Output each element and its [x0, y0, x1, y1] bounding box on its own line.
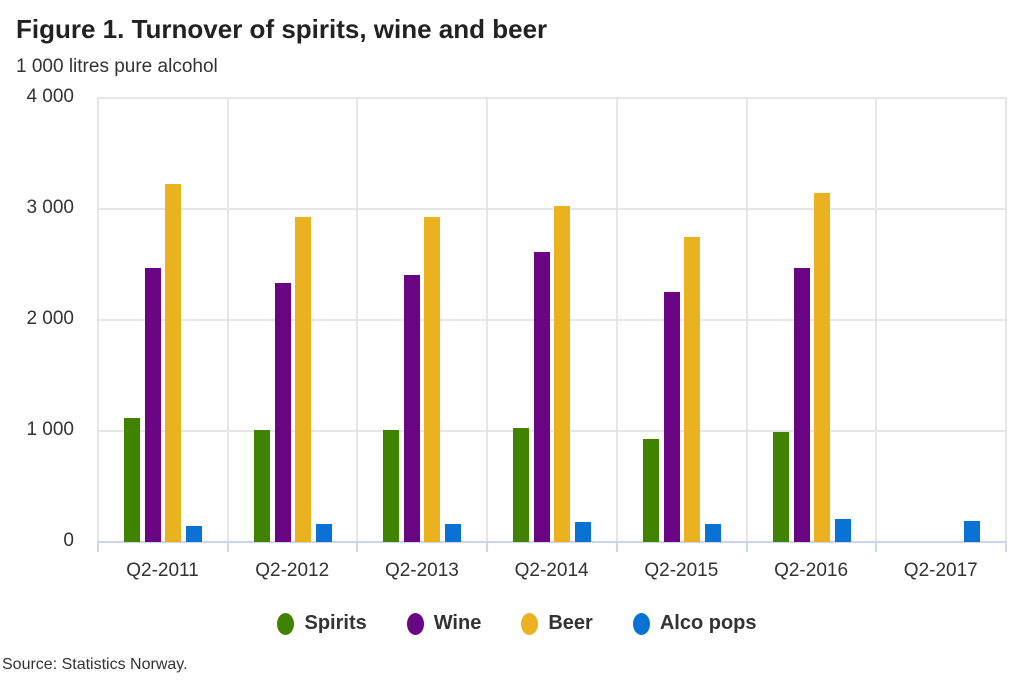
legend-label: Wine [433, 612, 482, 634]
bar-alco-pops[interactable] [186, 525, 202, 542]
legend-item-wine[interactable]: Wine [397, 612, 482, 635]
legend-marker-icon [277, 612, 295, 635]
gridline-vertical [486, 98, 489, 542]
gridline-vertical [875, 98, 878, 542]
source-note: Source: Statistics Norway. [2, 656, 188, 673]
y-tick-label: 2 000 [26, 308, 74, 329]
gridline-horizontal [98, 208, 1006, 210]
x-tick-label: Q2-2017 [903, 560, 978, 581]
bar-alco-pops[interactable] [964, 520, 981, 542]
x-tick-label: Q2-2013 [384, 560, 459, 581]
x-tick-label: Q2-2016 [774, 560, 849, 581]
y-tick-label: 1 000 [26, 419, 74, 440]
bar-beer[interactable] [165, 184, 181, 542]
gridline-vertical [745, 98, 748, 542]
x-tick-mark [97, 542, 99, 552]
bar-wine[interactable] [145, 267, 161, 542]
bar-alco-pops[interactable] [445, 523, 462, 542]
x-tick-label: Q2-2015 [644, 560, 719, 581]
bar-beer[interactable] [683, 236, 700, 542]
x-tick-mark [745, 542, 748, 552]
legend-marker-icon [632, 612, 650, 635]
bar-spirits[interactable] [642, 438, 659, 542]
bar-alco-pops[interactable] [834, 518, 851, 542]
y-tick-label: 3 000 [26, 197, 74, 218]
plot-area [97, 97, 1007, 552]
bar-spirits[interactable] [124, 418, 140, 542]
legend-item-beer[interactable]: Beer [511, 612, 593, 635]
legend-label: Beer [548, 612, 593, 634]
legend-item-spirits[interactable]: Spirits [267, 612, 367, 635]
bar-alco-pops[interactable] [575, 522, 592, 542]
chart-subtitle: 1 000 litres pure alcohol [16, 56, 218, 77]
bar-beer[interactable] [424, 216, 441, 542]
gridline-vertical [356, 98, 359, 542]
x-tick-label: Q2-2011 [126, 560, 199, 581]
bar-alco-pops[interactable] [704, 523, 721, 542]
bar-wine[interactable] [534, 252, 551, 542]
bar-wine[interactable] [663, 291, 680, 542]
x-tick-label: Q2-2014 [514, 560, 589, 581]
legend-marker-icon [521, 612, 539, 635]
gridline-vertical [97, 98, 99, 542]
gridline-horizontal [98, 319, 1006, 321]
x-tick-mark [1005, 542, 1007, 552]
legend-label: Alco pops [659, 612, 757, 634]
bar-wine[interactable] [404, 275, 421, 542]
gridline-horizontal [98, 430, 1006, 432]
y-tick-label: 4 000 [26, 86, 74, 107]
x-tick-mark [615, 542, 618, 552]
bar-alco-pops[interactable] [315, 523, 332, 542]
bar-wine[interactable] [274, 283, 291, 542]
bar-spirits[interactable] [253, 430, 270, 542]
y-tick-label: 0 [63, 530, 74, 551]
gridline-vertical [1005, 98, 1007, 542]
legend: Spirits Wine Beer Alco pops [0, 612, 1024, 635]
x-tick-mark [356, 542, 359, 552]
legend-item-alco-pops[interactable]: Alco pops [623, 612, 757, 635]
bar-spirits[interactable] [772, 432, 789, 542]
x-tick-mark [875, 542, 878, 552]
gridline-vertical [615, 98, 618, 542]
gridline-vertical [226, 98, 229, 542]
bar-beer[interactable] [294, 216, 311, 542]
x-tick-mark [226, 542, 229, 552]
legend-marker-icon [406, 612, 424, 635]
x-axis-line [98, 541, 1006, 543]
bar-spirits[interactable] [513, 428, 530, 542]
legend-label: Spirits [304, 612, 367, 634]
bar-beer[interactable] [813, 192, 830, 542]
x-tick-label: Q2-2012 [255, 560, 330, 581]
chart-title: Figure 1. Turnover of spirits, wine and … [16, 14, 548, 44]
bar-spirits[interactable] [383, 430, 400, 542]
bar-beer[interactable] [554, 206, 571, 542]
x-tick-mark [486, 542, 489, 552]
gridline-horizontal [98, 97, 1006, 99]
bar-wine[interactable] [793, 267, 810, 542]
